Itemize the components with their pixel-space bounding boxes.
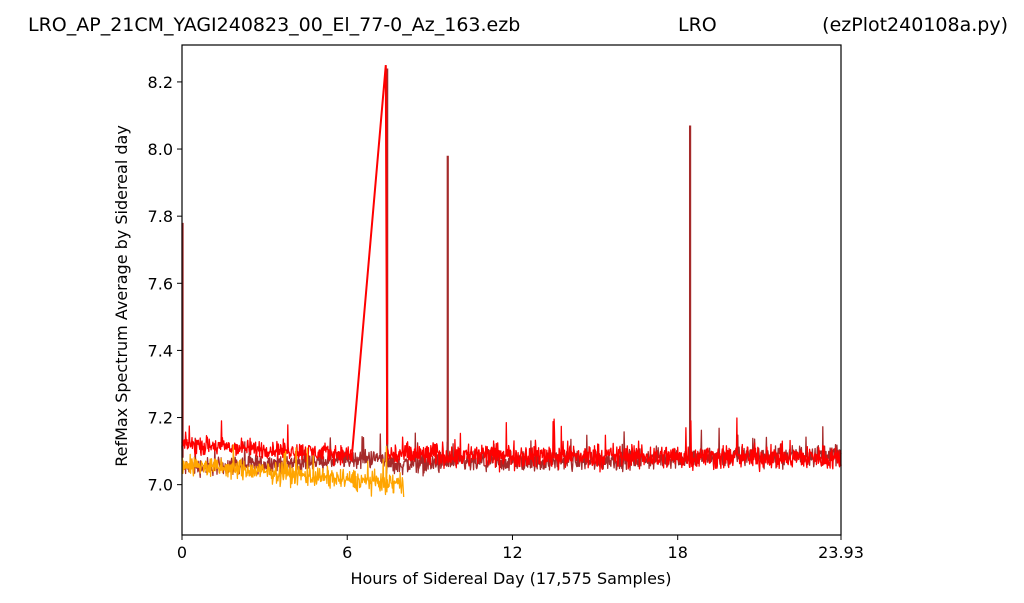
- x-axis-label: Hours of Sidereal Day (17,575 Samples): [350, 569, 671, 588]
- x-tick-label: 23.93: [818, 543, 864, 562]
- x-tick-label: 0: [177, 543, 187, 562]
- series-1-segment-1: [386, 417, 842, 473]
- y-tick-label: 7.2: [148, 409, 173, 428]
- y-tick-label: 7.0: [148, 476, 173, 495]
- plot-area: [181, 65, 842, 498]
- series-1: [181, 65, 842, 473]
- series-1-ramp: [350, 65, 389, 462]
- y-tick-label: 8.2: [148, 73, 173, 92]
- series-2: [181, 444, 405, 498]
- x-axis: 0 6 12 18 23.93: [177, 535, 864, 562]
- y-axis: 7.0 7.2 7.4 7.6 7.8 8.0 8.2: [148, 73, 182, 495]
- x-tick-label: 18: [668, 543, 688, 562]
- series-1-segment-0: [181, 420, 352, 467]
- series-0: [181, 68, 842, 478]
- chart-title-site: LRO: [678, 14, 717, 36]
- chart-title-filename: LRO_AP_21CM_YAGI240823_00_El_77-0_Az_163…: [28, 14, 520, 36]
- y-tick-label: 7.8: [148, 207, 173, 226]
- x-tick-label: 12: [502, 543, 522, 562]
- y-tick-label: 7.4: [148, 341, 173, 360]
- y-axis-label: RefMax Spectrum Average by Sidereal day: [112, 125, 131, 467]
- chart-title-program: (ezPlot240108a.py): [822, 14, 1008, 36]
- x-tick-label: 6: [342, 543, 352, 562]
- y-tick-label: 8.0: [148, 140, 173, 159]
- y-tick-label: 7.6: [148, 274, 173, 293]
- series-2-segment-0: [181, 444, 405, 498]
- plot-frame: [181, 44, 842, 536]
